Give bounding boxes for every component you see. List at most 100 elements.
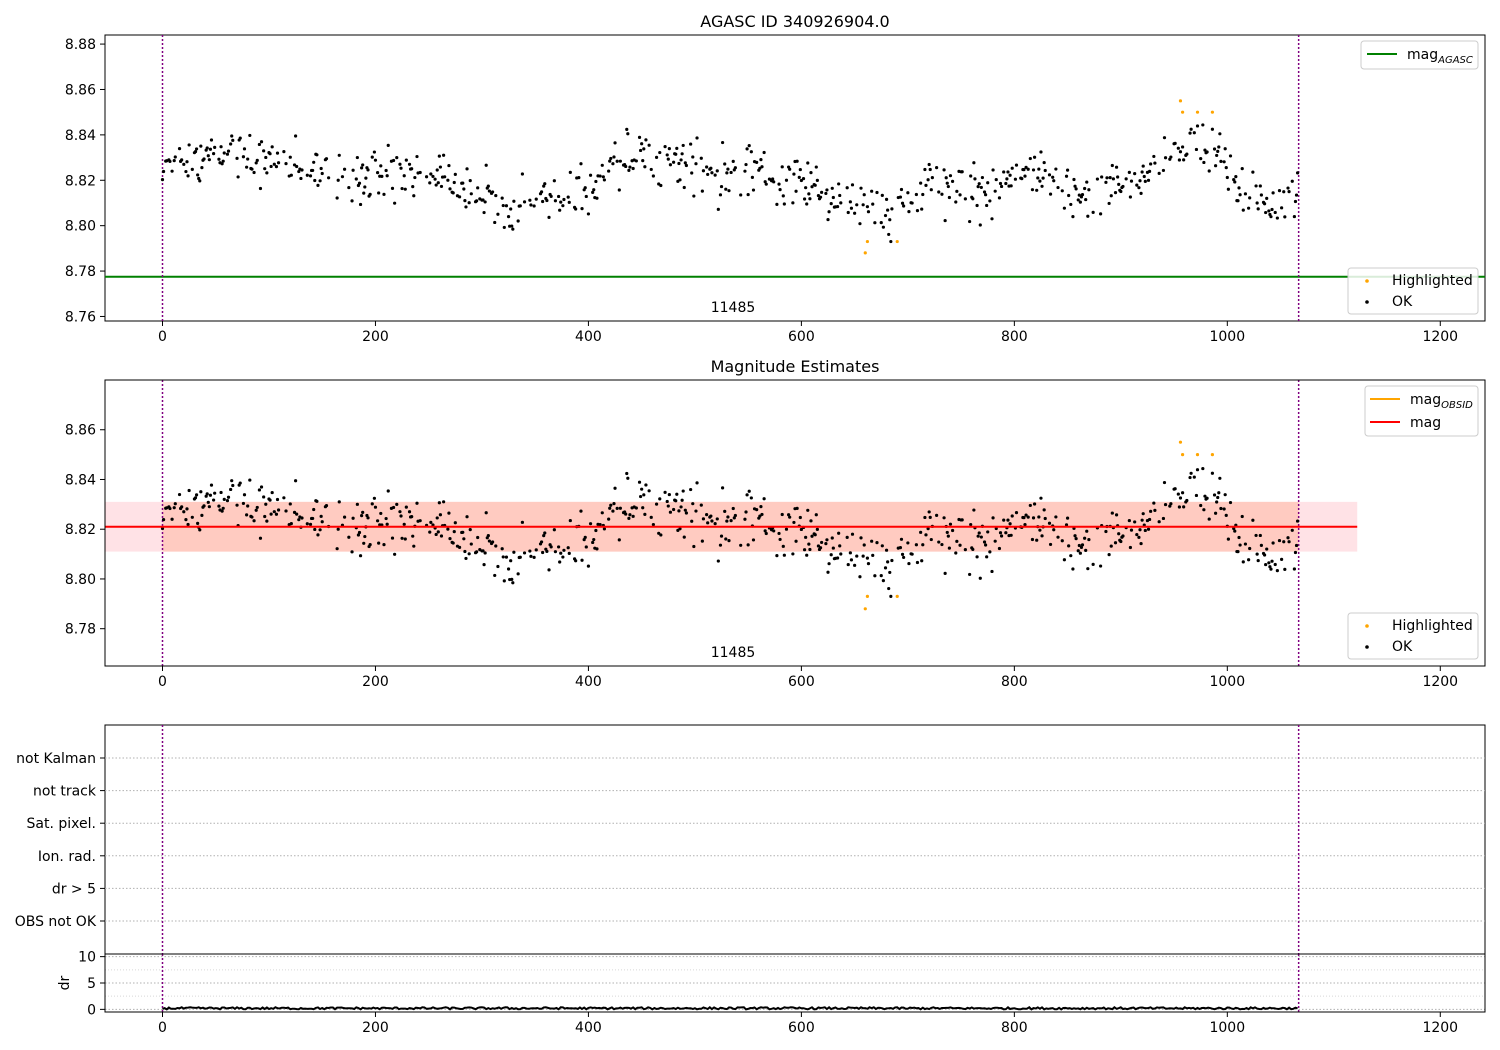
- magnitude-ok-point: [718, 543, 723, 547]
- magnitude-ok-point: [451, 541, 455, 545]
- magnitude-ok-point: [830, 536, 834, 540]
- agasc-ok-point: [1169, 155, 1173, 159]
- agasc-ok-point: [870, 189, 874, 193]
- magnitude-ok-point: [1215, 500, 1219, 504]
- agasc-ok-point: [238, 136, 242, 140]
- magnitude-ok-point: [1052, 528, 1056, 532]
- magnitude-ok-point: [580, 558, 584, 562]
- magnitude-ok-point: [914, 543, 918, 547]
- magnitude-ok-point: [1135, 532, 1139, 537]
- magnitude-ok-point: [1214, 511, 1218, 515]
- agasc-ok-point: [518, 204, 522, 208]
- agasc-ok-point: [1295, 171, 1300, 175]
- agasc-ok-point: [1128, 195, 1133, 199]
- agasc-ok-point: [749, 150, 753, 154]
- agasc-ok-point: [831, 195, 835, 200]
- magnitude-ok-point: [782, 553, 786, 557]
- agasc-ok-point: [264, 155, 268, 160]
- magnitude-ok-point: [853, 563, 857, 567]
- magnitude-ok-point: [1040, 534, 1044, 538]
- agasc-ok-point: [588, 173, 593, 177]
- magnitude-ok-point: [486, 533, 490, 538]
- agasc-ytick-label: 8.86: [65, 82, 96, 98]
- magnitude-ok-point: [481, 549, 485, 553]
- magnitude-ok-point: [658, 497, 662, 501]
- agasc-xtick-label: 0: [158, 329, 167, 345]
- agasc-ok-point: [259, 140, 264, 144]
- agasc-ok-point: [340, 175, 345, 179]
- magnitude-ok-point: [1216, 495, 1220, 500]
- magnitude-ok-point: [238, 481, 242, 485]
- agasc-ok-point: [1073, 184, 1077, 188]
- agasc-ok-point: [829, 202, 833, 206]
- magnitude-ok-point: [586, 564, 591, 568]
- magnitude-ok-point: [984, 543, 988, 547]
- agasc-ok-point: [1008, 173, 1012, 177]
- agasc-ok-point: [747, 144, 751, 148]
- agasc-ok-point: [827, 210, 831, 214]
- agasc-ok-point: [226, 149, 231, 153]
- agasc-ytick-label: 8.76: [65, 309, 96, 325]
- magnitude-ok-point: [360, 514, 364, 518]
- agasc-ok-point: [182, 162, 186, 166]
- magnitude-ok-point: [649, 515, 653, 519]
- agasc-ok-point: [923, 167, 927, 172]
- magnitude-ok-point: [553, 550, 558, 554]
- magnitude-ok-point: [680, 498, 684, 502]
- magnitude-ok-point: [1194, 493, 1199, 498]
- magnitude-legend-obsid-label: magOBSID: [1410, 392, 1473, 411]
- magnitude-ok-point: [835, 556, 840, 560]
- agasc-ok-point: [613, 141, 617, 145]
- magnitude-ok-point: [542, 534, 546, 538]
- magnitude-ok-point: [289, 522, 293, 526]
- agasc-ok-point: [509, 207, 513, 211]
- magnitude-ok-point: [1290, 528, 1294, 532]
- agasc-ok-point: [625, 127, 629, 131]
- agasc-ok-point: [924, 183, 928, 187]
- agasc-ok-point: [557, 194, 561, 199]
- agasc-ok-point: [784, 178, 789, 182]
- magnitude-ok-point: [809, 519, 813, 523]
- magnitude-ok-point: [1076, 549, 1080, 553]
- magnitude-ok-point: [682, 535, 686, 539]
- magnitude-highlighted-point: [863, 607, 867, 611]
- agasc-ok-point: [663, 144, 667, 149]
- agasc-ok-point: [453, 172, 457, 176]
- agasc-ok-point: [295, 164, 299, 169]
- magnitude-ok-point: [212, 498, 216, 502]
- agasc-ok-point: [591, 190, 595, 194]
- agasc-ok-point: [780, 165, 784, 169]
- magnitude-ok-point: [186, 522, 190, 527]
- magnitude-ok-point: [1180, 491, 1185, 495]
- agasc-ok-point: [1216, 149, 1220, 153]
- agasc-ok-point: [288, 155, 292, 159]
- magnitude-ok-point: [807, 542, 811, 546]
- agasc-ok-point: [1238, 193, 1242, 197]
- agasc-ok-point: [825, 188, 829, 192]
- magnitude-ok-point: [461, 530, 465, 534]
- agasc-ok-point: [986, 181, 990, 185]
- agasc-ok-point: [778, 187, 782, 192]
- magnitude-ok-point: [976, 534, 980, 538]
- agasc-ok-point: [1219, 159, 1223, 163]
- magnitude-ok-point: [709, 514, 713, 518]
- agasc-ok-point: [668, 163, 673, 167]
- agasc-ok-point: [446, 178, 450, 182]
- magnitude-xtick-label: 800: [1001, 674, 1028, 690]
- magnitude-xtick-label: 200: [362, 674, 389, 690]
- agasc-ok-point: [1124, 177, 1128, 181]
- agasc-ok-point: [835, 204, 840, 209]
- agasc-ok-point: [370, 155, 374, 159]
- agasc-ok-point: [699, 156, 703, 160]
- agasc-ok-point: [1212, 147, 1217, 151]
- agasc-ok-point: [1042, 160, 1046, 165]
- magnitude-ok-point: [781, 544, 785, 548]
- agasc-ok-point: [762, 150, 766, 155]
- magnitude-ok-point: [1006, 518, 1010, 522]
- magnitude-ok-point: [592, 537, 596, 542]
- magnitude-ok-point: [400, 536, 404, 540]
- magnitude-ok-point: [516, 572, 520, 576]
- agasc-ok-point: [1109, 194, 1113, 198]
- magnitude-ok-point: [1268, 565, 1272, 569]
- agasc-ok-point: [838, 193, 842, 198]
